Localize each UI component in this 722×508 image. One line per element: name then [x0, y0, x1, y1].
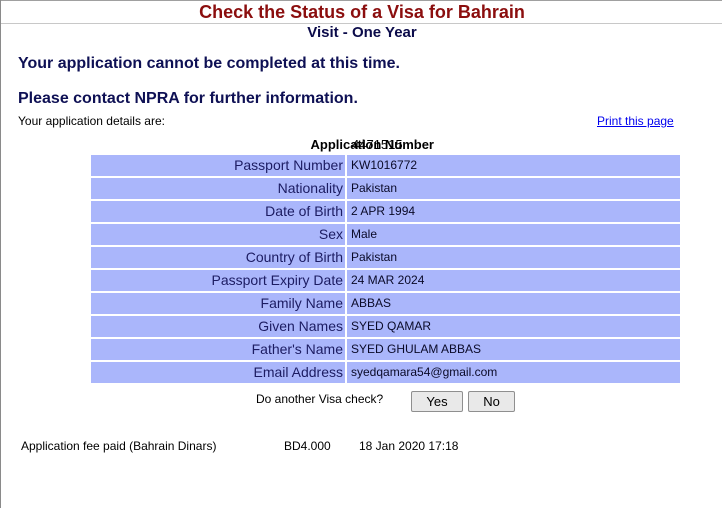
- detail-row-sex: Sex Male: [91, 224, 680, 245]
- detail-row-country-of-birth: Country of Birth Pakistan: [91, 247, 680, 268]
- details-intro: Your application details are:: [18, 114, 165, 128]
- detail-label: Nationality: [91, 178, 345, 199]
- fee-paid-date: 18 Jan 2020 17:18: [359, 439, 459, 453]
- detail-row-passport-number: Passport Number KW1016772: [91, 155, 680, 176]
- detail-value: 2 APR 1994: [347, 201, 680, 222]
- detail-row-nationality: Nationality Pakistan: [91, 178, 680, 199]
- detail-value: Pakistan: [347, 178, 680, 199]
- detail-value: Male: [347, 224, 680, 245]
- detail-label: Date of Birth: [91, 201, 345, 222]
- detail-label: Given Names: [91, 316, 345, 337]
- detail-label: Passport Number: [91, 155, 345, 176]
- no-button[interactable]: No: [468, 391, 515, 412]
- detail-value: SYED GHULAM ABBAS: [347, 339, 680, 360]
- detail-label: Family Name: [91, 293, 345, 314]
- another-check-question: Do another Visa check?: [256, 392, 384, 406]
- application-number-label: Application Number: [310, 137, 434, 152]
- detail-value: ABBAS: [347, 293, 680, 314]
- visa-type-heading: Visit - One Year: [307, 24, 417, 41]
- title-banner: Check the Status of a Visa for Bahrain: [1, 0, 722, 24]
- fee-label: Application fee paid (Bahrain Dinars): [21, 439, 217, 453]
- detail-row-given-names: Given Names SYED QAMAR: [91, 316, 680, 337]
- application-details-table: Passport Number KW1016772 Nationality Pa…: [91, 155, 680, 385]
- detail-label: Father's Name: [91, 339, 345, 360]
- contact-message: Please contact NPRA for further informat…: [18, 90, 358, 107]
- detail-label: Email Address: [91, 362, 345, 383]
- detail-label: Passport Expiry Date: [91, 270, 345, 291]
- detail-value: SYED QAMAR: [347, 316, 680, 337]
- detail-value: syedqamara54@gmail.com: [347, 362, 680, 383]
- detail-value: 24 MAR 2024: [347, 270, 680, 291]
- fee-amount: BD4.000: [284, 439, 331, 453]
- application-number-row: Application Number 4471515: [91, 135, 680, 155]
- detail-row-email-address: Email Address syedqamara54@gmail.com: [91, 362, 680, 383]
- detail-row-fathers-name: Father's Name SYED GHULAM ABBAS: [91, 339, 680, 360]
- page-title: Check the Status of a Visa for Bahrain: [199, 2, 525, 22]
- detail-label: Sex: [91, 224, 345, 245]
- detail-label: Country of Birth: [91, 247, 345, 268]
- detail-row-passport-expiry-date: Passport Expiry Date 24 MAR 2024: [91, 270, 680, 291]
- detail-row-family-name: Family Name ABBAS: [91, 293, 680, 314]
- print-page-link[interactable]: Print this page: [597, 114, 674, 128]
- detail-row-date-of-birth: Date of Birth 2 APR 1994: [91, 201, 680, 222]
- status-message: Your application cannot be completed at …: [18, 55, 400, 72]
- detail-value: Pakistan: [347, 247, 680, 268]
- application-number-value: 4471515: [352, 137, 403, 152]
- detail-value: KW1016772: [347, 155, 680, 176]
- yes-button[interactable]: Yes: [411, 391, 463, 412]
